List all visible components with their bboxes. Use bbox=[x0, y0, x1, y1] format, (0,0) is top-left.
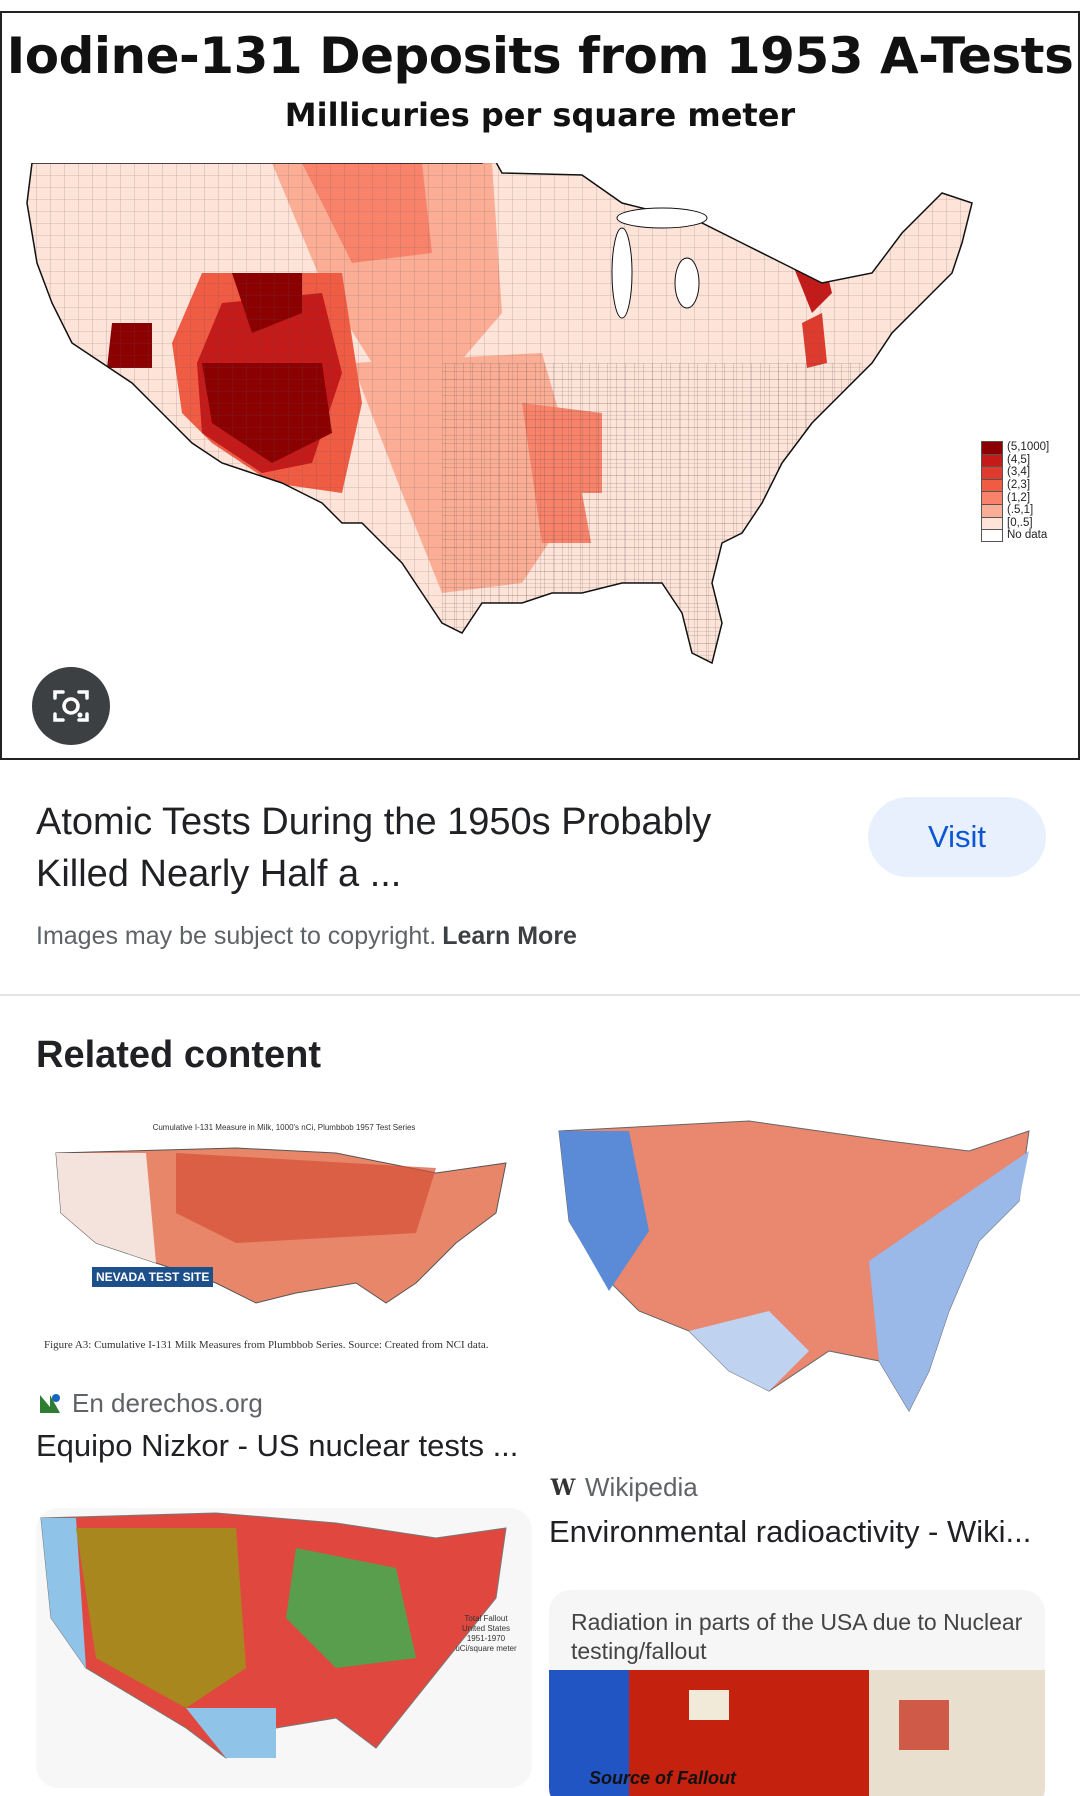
copyright-text: Images may be subject to copyright. bbox=[36, 922, 437, 950]
thumb-map bbox=[55, 1147, 507, 1304]
legend-entry: (5,1000] bbox=[981, 441, 1071, 454]
legend-swatch bbox=[981, 491, 1003, 504]
legend-label: (4,5] bbox=[1007, 453, 1031, 466]
legend-label: (5,1000] bbox=[1007, 441, 1050, 454]
related-card-thumbnail-4[interactable]: Radiation in parts of the USA due to Nuc… bbox=[549, 1590, 1045, 1796]
legend-swatch bbox=[981, 441, 1003, 454]
thumb-map bbox=[549, 1670, 1045, 1796]
thumb-header: Cumulative I-131 Measure in Milk, 1000's… bbox=[152, 1123, 416, 1132]
wikipedia-favicon-icon: W bbox=[550, 1474, 576, 1501]
thumb-location-label: NEVADA TEST SITE bbox=[92, 1267, 214, 1287]
copyright-notice: Images may be subject to copyright. Learn… bbox=[36, 922, 577, 951]
card-title-2[interactable]: Environmental radioactivity - Wiki... bbox=[549, 1514, 1032, 1549]
section-divider bbox=[0, 994, 1080, 996]
legend-swatch bbox=[981, 529, 1003, 542]
hero-image[interactable]: Iodine-131 Deposits from 1953 A-Tests Mi… bbox=[0, 11, 1080, 760]
legend-entry: (2,3] bbox=[981, 478, 1071, 492]
nizkor-favicon-icon bbox=[36, 1390, 64, 1418]
legend-entry: (4,5] bbox=[981, 453, 1071, 467]
legend-entry: (3,4] bbox=[981, 466, 1071, 479]
related-content-heading: Related content bbox=[36, 1034, 322, 1076]
legend-swatch bbox=[981, 466, 1003, 479]
legend-swatch bbox=[981, 503, 1003, 517]
related-card-thumbnail-2[interactable] bbox=[549, 1111, 1045, 1457]
legend-entry: [0,.5] bbox=[981, 516, 1071, 530]
learn-more-link[interactable]: Learn More bbox=[442, 922, 577, 950]
map-subtitle: Millicuries per square meter bbox=[284, 96, 796, 134]
thumb-label: Source of Fallout bbox=[589, 1768, 737, 1788]
thumb-caption: Radiation in parts of the USA due to Nuc… bbox=[571, 1609, 1023, 1664]
legend-label: No data bbox=[1007, 529, 1048, 542]
map-legend: (5,1000] (4,5] (3,4] (2,3] (1,2] (.5,1] [0,.5]… bbox=[981, 441, 1071, 542]
legend-entry: No data bbox=[981, 529, 1071, 542]
thumb-caption: Figure A3: Cumulative I-131 Milk Measure… bbox=[44, 1339, 489, 1351]
thumb-legend-title: Total Fallout United States 1951-1970 uC… bbox=[455, 1614, 517, 1653]
legend-label: (3,4] bbox=[1007, 466, 1031, 479]
legend-swatch bbox=[981, 453, 1003, 467]
visit-button[interactable]: Visit bbox=[868, 797, 1046, 877]
legend-label: (.5,1] bbox=[1007, 504, 1034, 517]
card-title-1[interactable]: Equipo Nizkor - US nuclear tests ... bbox=[36, 1428, 519, 1463]
card-source-2: W Wikipedia bbox=[549, 1472, 698, 1503]
legend-swatch bbox=[981, 478, 1003, 492]
result-title[interactable]: Atomic Tests During the 1950s Probably K… bbox=[36, 801, 712, 895]
legend-label: [0,.5] bbox=[1007, 516, 1033, 529]
legend-entry: (1,2] bbox=[981, 491, 1071, 504]
legend-label: (1,2] bbox=[1007, 491, 1031, 504]
legend-label: (2,3] bbox=[1007, 479, 1031, 492]
us-county-map bbox=[26, 163, 973, 665]
card-source-label: En derechos.org bbox=[72, 1388, 263, 1418]
thumb-map bbox=[558, 1120, 1030, 1413]
map-title: Iodine-131 Deposits from 1953 A-Tests bbox=[6, 27, 1074, 85]
lens-search-button[interactable] bbox=[32, 667, 110, 745]
card-source-label: Wikipedia bbox=[585, 1472, 698, 1502]
legend-swatch bbox=[981, 516, 1003, 530]
thumb-map bbox=[40, 1512, 507, 1759]
card-source-1: En derechos.org bbox=[36, 1388, 263, 1419]
related-card-thumbnail-1[interactable]: Cumulative I-131 Measure in Milk, 1000's… bbox=[36, 1111, 532, 1371]
lens-camera-icon bbox=[53, 690, 89, 722]
related-card-thumbnail-3[interactable]: Total Fallout United States 1951-1970 uC… bbox=[36, 1508, 532, 1788]
legend-entry: (.5,1] bbox=[981, 503, 1071, 517]
